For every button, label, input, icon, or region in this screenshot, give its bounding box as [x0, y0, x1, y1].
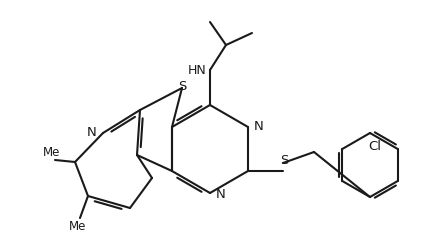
Text: Cl: Cl — [368, 140, 381, 152]
Text: S: S — [280, 154, 288, 168]
Text: Me: Me — [43, 146, 61, 160]
Text: N: N — [87, 126, 97, 140]
Text: HN: HN — [188, 64, 207, 78]
Text: Me: Me — [69, 220, 87, 232]
Text: S: S — [178, 80, 186, 94]
Text: N: N — [216, 188, 226, 200]
Text: N: N — [254, 120, 264, 134]
